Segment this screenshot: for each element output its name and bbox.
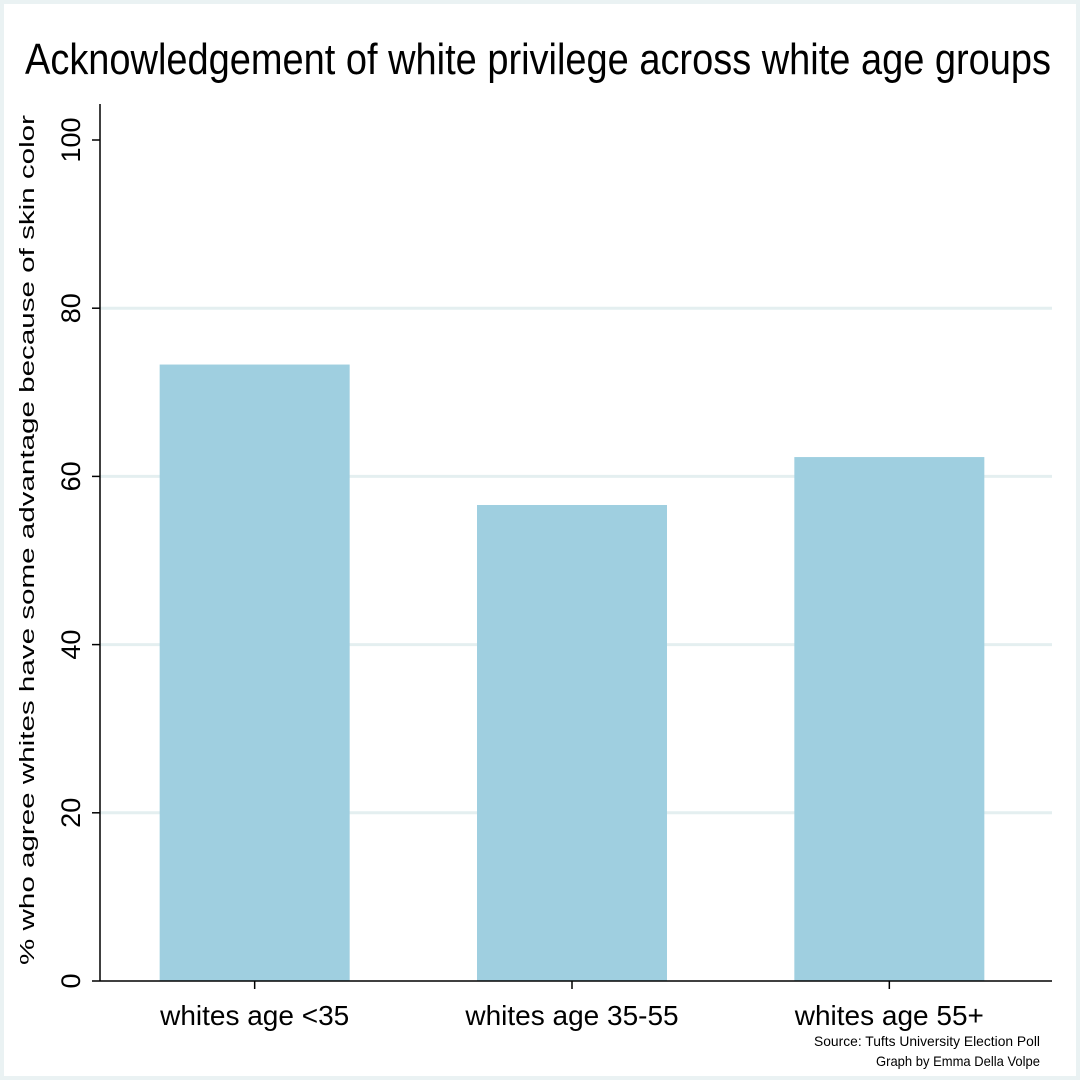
bars <box>159 364 985 981</box>
x-tick-label: whites age 35-55 <box>464 1000 678 1031</box>
x-tick-label: whites age <35 <box>159 1000 349 1031</box>
x-tick-label: whites age 55+ <box>794 1000 984 1031</box>
author-note: Graph by Emma Della Volpe <box>876 1053 1040 1069</box>
bar <box>477 504 667 981</box>
y-tick-label: 40 <box>56 630 86 660</box>
y-tick-label: 0 <box>56 973 86 988</box>
chart-title: Acknowledgement of white privilege acros… <box>25 35 1051 84</box>
y-tick-label: 60 <box>56 461 86 491</box>
y-tick-label: 100 <box>56 117 86 162</box>
y-axis-ticks: 0 20 40 60 80 100 <box>56 117 100 989</box>
bar <box>794 457 985 981</box>
bar <box>159 364 350 981</box>
y-tick-label: 80 <box>56 293 86 323</box>
source-note: Source: Tufts University Election Poll <box>814 1033 1040 1049</box>
y-tick-label: 20 <box>56 798 86 828</box>
y-axis-label: % who agree whites have some advantage b… <box>17 115 39 965</box>
x-axis-ticks: whites age <35 whites age 35-55 whites age… <box>159 981 984 1031</box>
chart-frame: Acknowledgement of white privilege acros… <box>4 4 1076 1076</box>
bar-chart: Acknowledgement of white privilege acros… <box>17 35 1052 1069</box>
